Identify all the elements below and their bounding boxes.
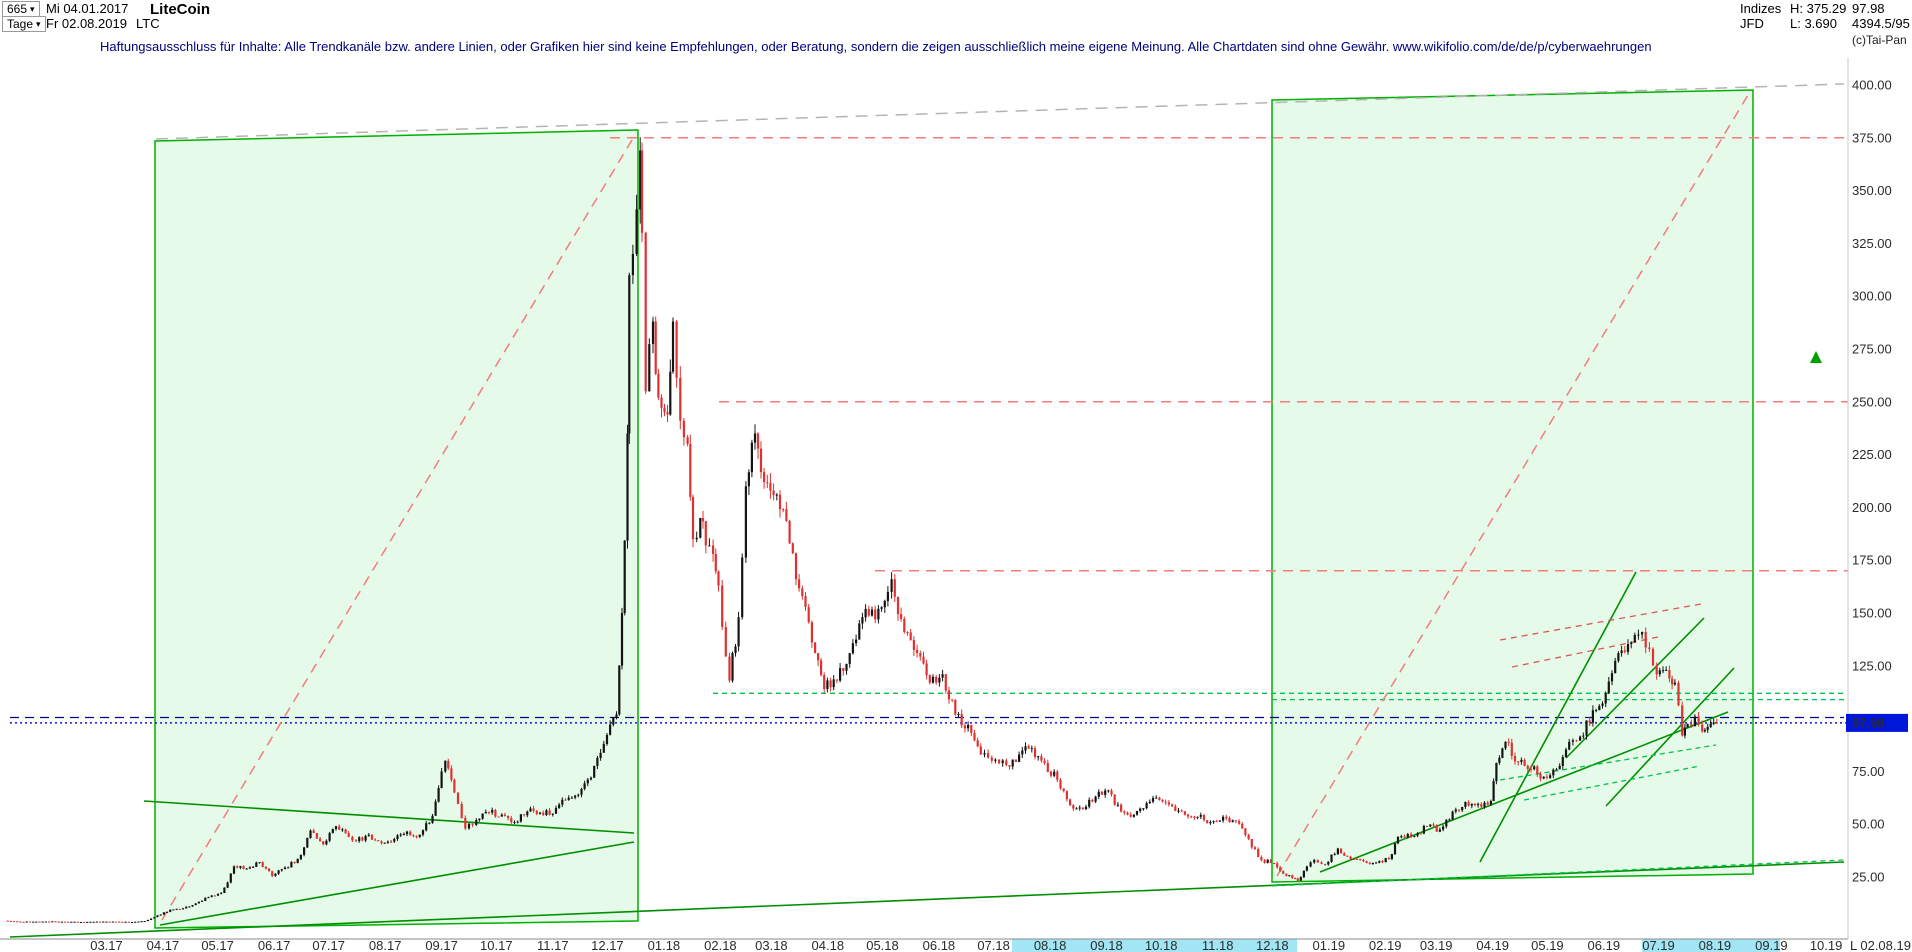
security-number-dropdown[interactable]: 665 ▾: [2, 1, 40, 17]
x-axis-tick-label: 01.18: [648, 938, 681, 952]
x-axis-tick-label: 09.18: [1090, 938, 1123, 952]
x-axis-tick-label: 04.17: [147, 938, 180, 952]
trendline: [1605, 667, 1735, 807]
trend-box-2019: [1271, 89, 1754, 883]
trendline: [1499, 603, 1702, 641]
x-axis-tick-label: 05.17: [201, 938, 234, 952]
y-axis-tick-label: 325.00: [1852, 236, 1892, 251]
x-axis-tick-label: 09.19: [1755, 938, 1788, 952]
y-axis-tick-label: 50.00: [1852, 817, 1885, 832]
x-axis-tick-label: 10.19: [1810, 938, 1843, 952]
axes: 03.17 04.17 05.17 06.17 07.17 08.17 09.17 10.17…: [0, 58, 1911, 952]
y-axis-tick-label: 225.00: [1852, 447, 1892, 462]
y-axis-tick-label: 125.00: [1852, 658, 1892, 673]
trendline: [1319, 711, 1729, 873]
y-axis-tick-label: 75.00: [1852, 764, 1885, 779]
x-axis-tick-label: 09.17: [425, 938, 458, 952]
copyright-label: (c)Tai-Pan: [1852, 33, 1907, 47]
current-price-marker: 97.98: [1810, 351, 1908, 732]
trendline: [143, 800, 635, 834]
x-axis-tick-label: 02.18: [704, 938, 737, 952]
x-axis-tick-label: 04.18: [812, 938, 845, 952]
x-axis-tick-label: 12.18: [1256, 938, 1289, 952]
instrument-symbol: LTC: [136, 16, 160, 31]
x-axis-tick-label: 12.17: [591, 938, 624, 952]
x-axis-tick-label: 01.19: [1313, 938, 1346, 952]
trendline: [9, 861, 1845, 938]
x-axis-tick-label: 08.17: [369, 938, 402, 952]
x-axis-tick-label: 05.18: [866, 938, 899, 952]
x-axis-tick-label: 10.18: [1145, 938, 1178, 952]
trendline: [1271, 859, 1845, 887]
x-axis-highlight-band: [1012, 939, 1297, 952]
x-axis-tick-label: 02.19: [1369, 938, 1402, 952]
quote-info-label: 4394.5/95: [1852, 16, 1910, 31]
y-axis-tick-label: 300.00: [1852, 289, 1892, 304]
y-axis-tick-label: 375.00: [1852, 130, 1892, 145]
trendline: [159, 841, 635, 926]
x-axis-tick-label: 06.19: [1588, 938, 1621, 952]
chart-end-date: Fr 02.08.2019: [46, 16, 127, 31]
x-axis-tick-label: 06.18: [923, 938, 956, 952]
timeframe-dropdown[interactable]: Tage ▾: [2, 16, 46, 32]
x-axis-tick-label: 03.17: [90, 938, 123, 952]
y-axis-tick-label: 350.00: [1852, 183, 1892, 198]
trendline: [1565, 617, 1705, 759]
upper-gray-trendline: [155, 83, 1845, 140]
x-axis-tick-label: 04.19: [1476, 938, 1509, 952]
signal-marker-icon: [1810, 351, 1822, 363]
y-axis-tick-label: 150.00: [1852, 606, 1892, 621]
trend-boxes: [154, 89, 1754, 929]
header-last-price: 97.98: [1852, 1, 1885, 16]
x-axis-tick-label: 05.19: [1531, 938, 1564, 952]
price-label-box: [1846, 713, 1908, 732]
period-low-label: L: 3.690: [1790, 16, 1837, 31]
instrument-name: LiteCoin: [150, 1, 210, 18]
chart-start-date: Mi 04.01.2017: [46, 1, 129, 16]
trendline: [1499, 744, 1717, 781]
y-axis-tick-label: 275.00: [1852, 342, 1892, 357]
trendline: [1511, 636, 1659, 668]
data-provider-label: JFD: [1740, 16, 1764, 31]
x-axis-highlight-band: [1642, 939, 1780, 952]
y-axis-tick-label: 400.00: [1852, 78, 1892, 93]
x-axis-tick-label: 08.19: [1699, 938, 1732, 952]
y-axis-tick-label: 25.00: [1852, 870, 1885, 885]
trendline: [1523, 765, 1701, 801]
timeframe-label: Tage: [7, 17, 34, 31]
y-axis-tick-label: 250.00: [1852, 394, 1892, 409]
y-axis-tick-label: 200.00: [1852, 500, 1892, 515]
y-axis-tick-label: 175.00: [1852, 553, 1892, 568]
x-axis-tick-label: 08.18: [1034, 938, 1067, 952]
x-axis-tick-label: 03.19: [1420, 938, 1453, 952]
security-number: 665: [7, 2, 28, 16]
period-high-label: H: 375.29: [1790, 1, 1847, 16]
disclaimer-text: Haftungsausschluss für Inhalte: Alle Tre…: [100, 39, 1652, 54]
x-axis-tick-label: 06.17: [258, 938, 291, 952]
x-axis-tick-label: 07.18: [977, 938, 1010, 952]
x-axis-tick-label: 10.17: [480, 938, 513, 952]
annotation-lines: [9, 83, 1848, 938]
x-axis-tick-label: 11.17: [537, 938, 569, 952]
dropdown-arrow-icon: ▾: [36, 18, 41, 29]
price-label-text: 97.98: [1852, 715, 1885, 730]
market-segment-label: Indizes: [1740, 1, 1782, 16]
x-axis-tick-label: 07.17: [312, 938, 345, 952]
x-axis-tick-label: 03.18: [755, 938, 788, 952]
dropdown-arrow-icon: ▾: [30, 3, 35, 14]
x-axis-tick-label: 07.19: [1642, 938, 1675, 952]
x-axis-tick-label: 11.18: [1202, 938, 1234, 952]
x-axis-last-date-label: L 02.08.19: [1850, 938, 1911, 952]
candlestick-series: [6, 137, 1718, 923]
